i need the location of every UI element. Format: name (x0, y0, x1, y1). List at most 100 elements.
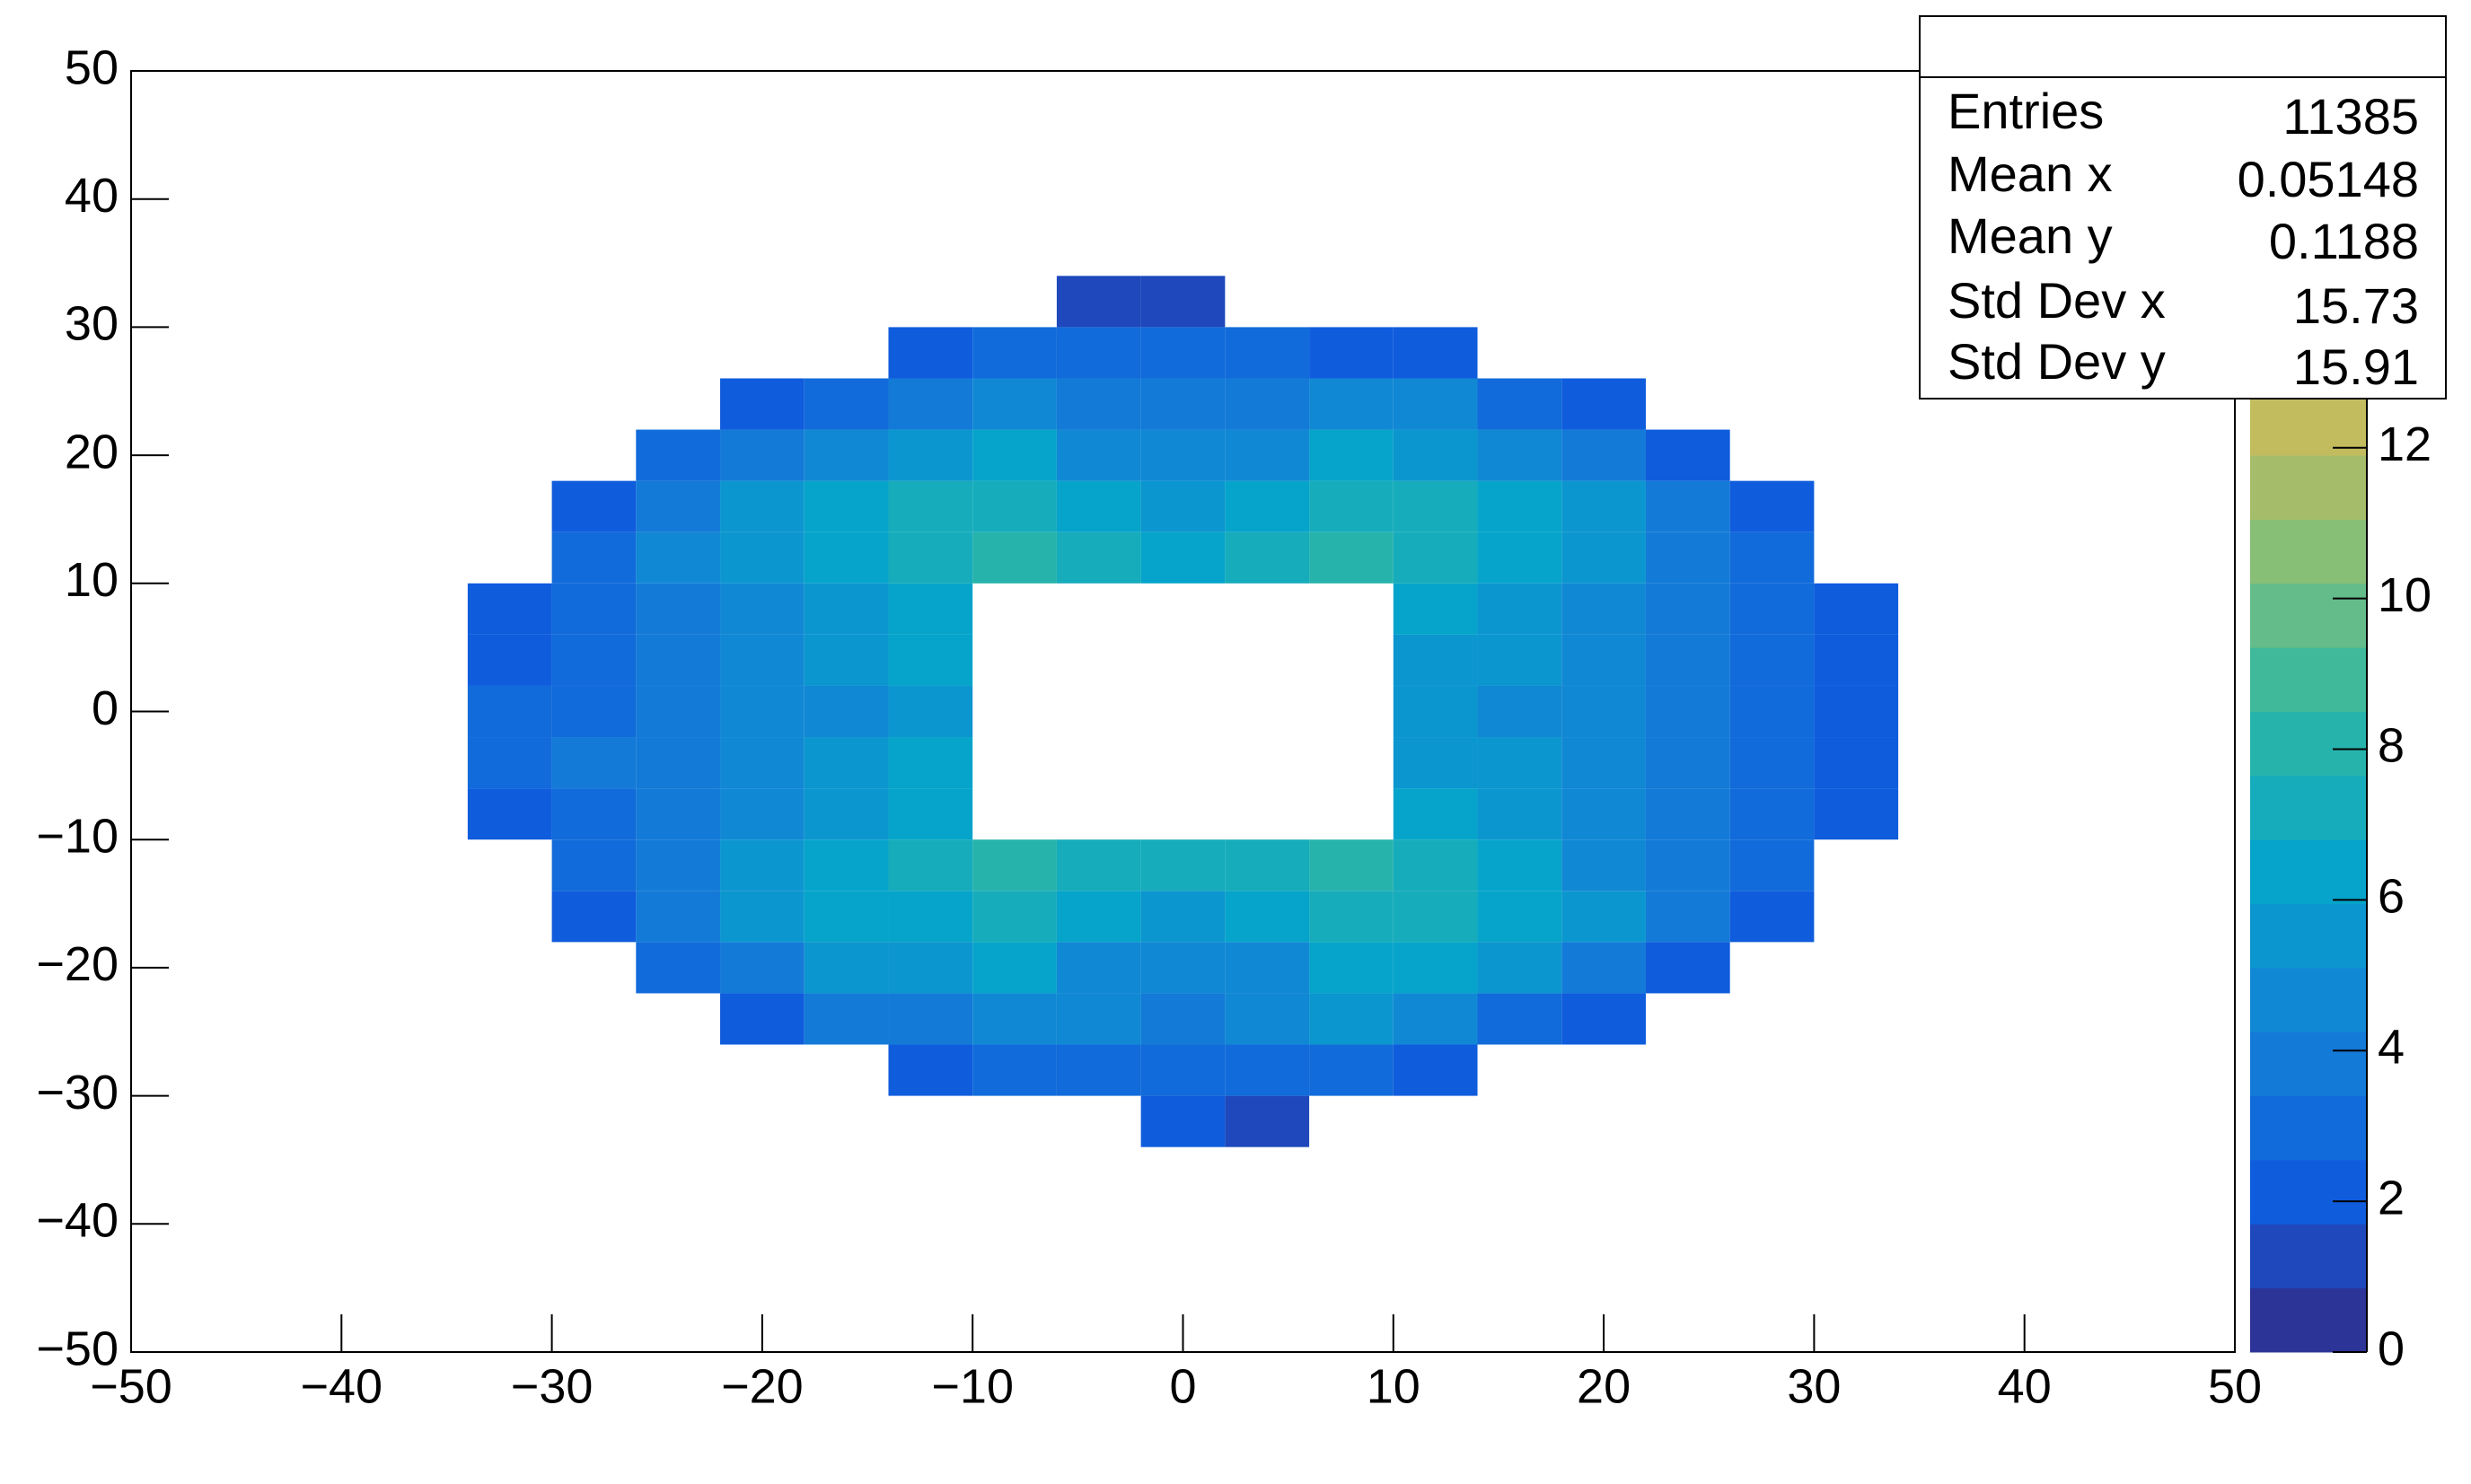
cell (467, 685, 552, 738)
cell (1225, 1095, 1310, 1147)
cell (1140, 429, 1226, 481)
cell (1393, 891, 1478, 943)
cell (1561, 788, 1646, 840)
x-tick-label: −10 (931, 1359, 1014, 1413)
cell (888, 583, 973, 635)
y-tick-label: 0 (92, 681, 119, 735)
x-tick-label: −30 (511, 1359, 594, 1413)
cell (720, 737, 805, 789)
cell (1056, 429, 1141, 481)
cell (1140, 993, 1226, 1045)
cell (551, 685, 637, 738)
cell (1225, 1044, 1310, 1096)
cell (636, 788, 721, 840)
cell (1309, 531, 1394, 584)
cell (720, 634, 805, 686)
cell (972, 480, 1057, 532)
color-band (2250, 1287, 2367, 1353)
cell (804, 634, 889, 686)
cell (551, 480, 637, 532)
cell (888, 788, 973, 840)
cell (1645, 583, 1730, 635)
y-tick-label: −50 (36, 1322, 119, 1375)
cell (1225, 429, 1310, 481)
cell (1477, 429, 1562, 481)
cell (1393, 993, 1478, 1045)
color-band (2250, 391, 2367, 456)
y-tick-label: 10 (65, 553, 119, 607)
cell (1561, 737, 1646, 789)
stat-value: 15.73 (2293, 277, 2419, 334)
cell (888, 993, 973, 1045)
cell (1225, 891, 1310, 943)
cell (1561, 891, 1646, 943)
cell (804, 737, 889, 789)
cell (1309, 429, 1394, 481)
cell (1729, 634, 1815, 686)
cell (804, 378, 889, 430)
color-band (2250, 839, 2367, 905)
stat-value: 11385 (2282, 88, 2419, 145)
stat-label: Std Dev y (1948, 333, 2166, 390)
cell (1393, 531, 1478, 584)
color-band (2250, 903, 2367, 969)
cell (1056, 993, 1141, 1045)
cell (1477, 737, 1562, 789)
cell (1561, 634, 1646, 686)
cell (888, 429, 973, 481)
cell (1393, 788, 1478, 840)
cell (1140, 1095, 1226, 1147)
cell (972, 891, 1057, 943)
z-tick-label: 8 (2378, 719, 2405, 773)
y-tick-label: −30 (36, 1066, 119, 1120)
stat-label: Mean y (1948, 207, 2113, 264)
color-band (2250, 1095, 2367, 1161)
cell (1561, 942, 1646, 994)
cell (1140, 891, 1226, 943)
cell (1309, 942, 1394, 994)
cell (636, 429, 721, 481)
cell (804, 531, 889, 584)
cell (972, 839, 1057, 891)
x-tick-label: 30 (1787, 1359, 1841, 1413)
cell (1729, 583, 1815, 635)
cell (888, 737, 973, 789)
cell (1056, 1044, 1141, 1096)
cell (1393, 429, 1478, 481)
cell (1561, 429, 1646, 481)
cell (1393, 942, 1478, 994)
cell (1645, 891, 1730, 943)
cell (804, 788, 889, 840)
cell (1561, 685, 1646, 738)
cell (1393, 1044, 1478, 1096)
cell (1393, 480, 1478, 532)
z-tick-label: 0 (2378, 1322, 2405, 1375)
y-tick-label: 50 (65, 40, 119, 94)
cell (1393, 634, 1478, 686)
cell (720, 429, 805, 481)
cell (1645, 839, 1730, 891)
cell (1056, 531, 1141, 584)
cell (1645, 737, 1730, 789)
cell (1225, 378, 1310, 430)
stat-label: Std Dev x (1948, 272, 2166, 329)
cell (551, 737, 637, 789)
cell (1309, 1044, 1394, 1096)
x-tick-label: −40 (300, 1359, 383, 1413)
cell (888, 685, 973, 738)
cell (1140, 839, 1226, 891)
y-tick-label: 20 (65, 425, 119, 479)
cell (467, 788, 552, 840)
stat-value: 0.1188 (2269, 213, 2419, 269)
cell (888, 634, 973, 686)
x-tick-label: 40 (1998, 1359, 2052, 1413)
color-band (2250, 647, 2367, 712)
cell (1645, 685, 1730, 738)
cell (720, 942, 805, 994)
cell (1561, 993, 1646, 1045)
cell (972, 1044, 1057, 1096)
cell (551, 531, 637, 584)
cell (1477, 788, 1562, 840)
z-tick-label: 10 (2378, 568, 2431, 622)
